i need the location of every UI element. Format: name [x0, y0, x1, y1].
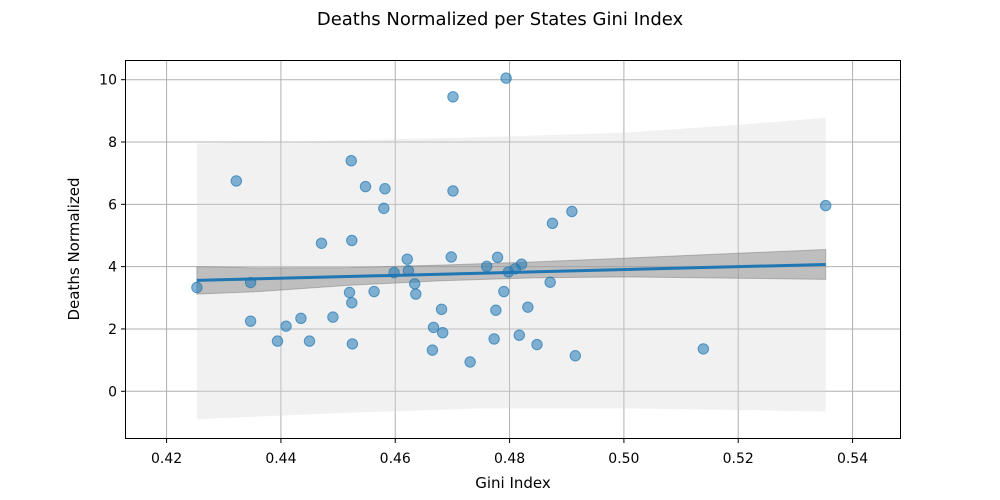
- data-point: [498, 285, 510, 298]
- data-point: [327, 311, 339, 323]
- data-point: [544, 276, 556, 288]
- plot-frame: [125, 60, 901, 439]
- data-point: [697, 343, 710, 355]
- data-point: [566, 205, 578, 218]
- data-point: [359, 180, 372, 193]
- y-axis-ticks: 0 2 4 6 8 10: [99, 73, 126, 400]
- y-tick-label: 2: [108, 322, 117, 338]
- data-point: [345, 155, 357, 167]
- data-point: [315, 237, 328, 249]
- data-point: [488, 333, 500, 345]
- data-point: [402, 264, 415, 277]
- data-point: [379, 183, 391, 195]
- data-point: [271, 335, 284, 347]
- x-tick-label: 0.46: [380, 451, 411, 467]
- data-point: [513, 329, 525, 341]
- data-point: [447, 185, 459, 197]
- x-tick-label: 0.44: [265, 451, 296, 467]
- y-tick-label: 10: [99, 73, 117, 89]
- data-point: [464, 356, 476, 368]
- data-point: [490, 304, 502, 316]
- x-tick-label: 0.48: [494, 451, 525, 467]
- data-points: [191, 72, 832, 368]
- data-point: [481, 260, 493, 273]
- data-point: [819, 199, 832, 212]
- y-tick-label: 6: [108, 197, 117, 213]
- y-tick-label: 0: [108, 384, 117, 400]
- data-point: [401, 253, 413, 265]
- x-tick-label: 0.54: [837, 451, 868, 467]
- data-point: [447, 91, 459, 103]
- y-tick-label: 4: [108, 260, 117, 276]
- data-point: [368, 285, 380, 298]
- data-point: [280, 320, 292, 332]
- data-point: [408, 278, 421, 290]
- data-point: [244, 315, 257, 327]
- data-point: [295, 312, 307, 325]
- x-axis-label: Gini Index: [475, 474, 551, 492]
- data-point: [346, 234, 358, 247]
- data-point: [531, 338, 543, 351]
- data-point: [346, 297, 358, 309]
- chart-title: Deaths Normalized per States Gini Index: [317, 9, 684, 30]
- y-tick-label: 8: [108, 135, 117, 151]
- data-point: [303, 335, 316, 347]
- data-point: [244, 276, 257, 289]
- data-point: [378, 202, 390, 215]
- data-point: [388, 266, 400, 279]
- data-point: [445, 251, 457, 263]
- x-tick-label: 0.42: [151, 451, 182, 467]
- data-point: [515, 258, 528, 270]
- data-point: [500, 72, 512, 84]
- data-point: [427, 321, 440, 334]
- data-point: [410, 288, 422, 300]
- x-axis-ticks: 0.42 0.44 0.46 0.48 0.50 0.52 0.54: [151, 438, 868, 467]
- data-point: [436, 326, 449, 339]
- data-point: [191, 281, 203, 294]
- data-point: [491, 251, 504, 263]
- x-tick-label: 0.50: [608, 451, 639, 467]
- data-point: [343, 286, 356, 299]
- x-tick-label: 0.52: [723, 451, 754, 467]
- data-point: [569, 350, 582, 362]
- data-point: [230, 175, 243, 187]
- data-point: [546, 217, 559, 230]
- data-point: [522, 301, 534, 313]
- y-axis-label: Deaths Normalized: [65, 177, 83, 320]
- data-point: [435, 303, 448, 316]
- data-point: [346, 338, 359, 350]
- data-point: [426, 344, 439, 356]
